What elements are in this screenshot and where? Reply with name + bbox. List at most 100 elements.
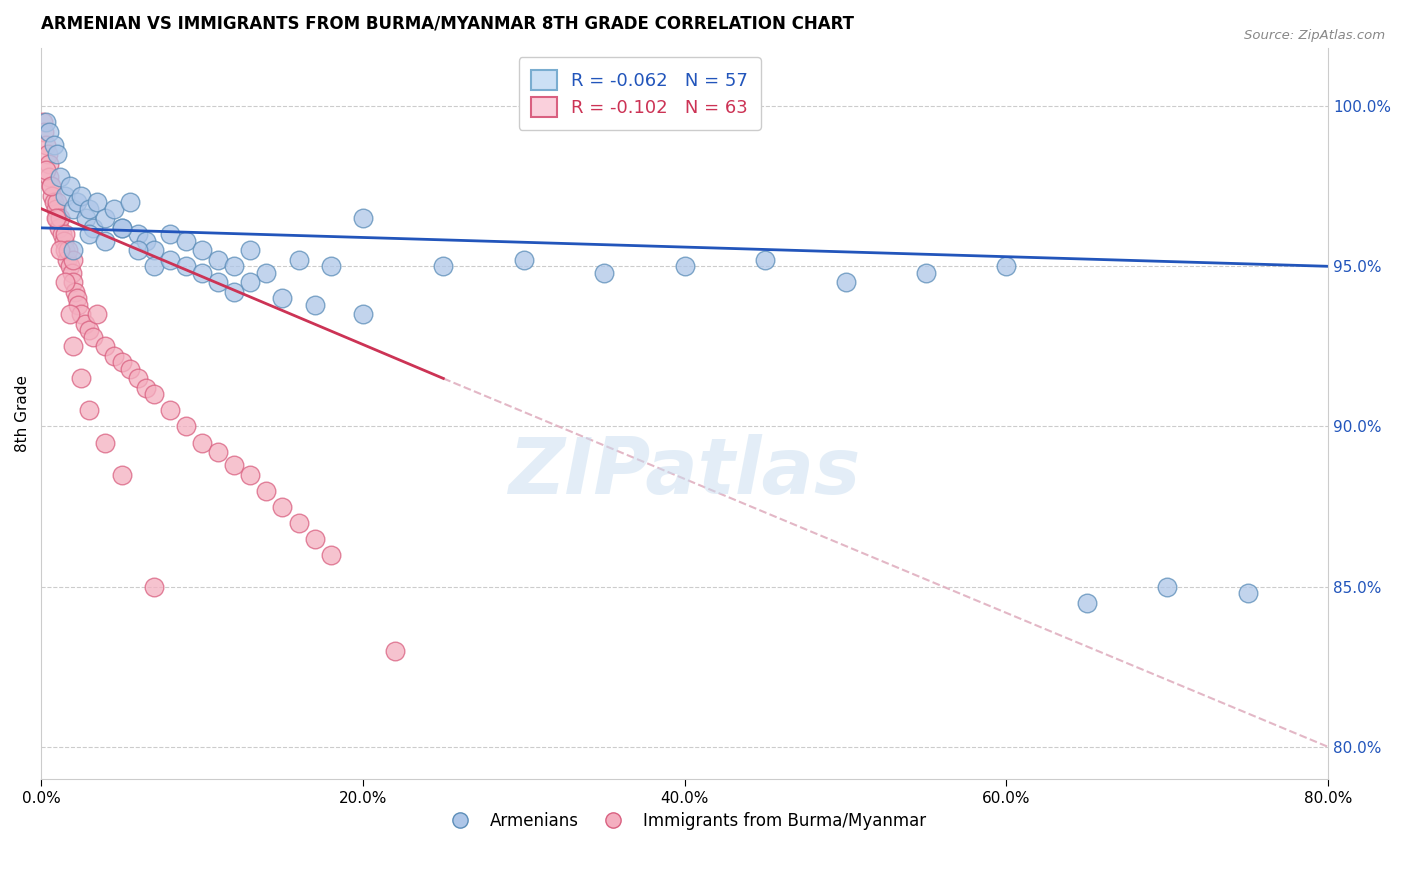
Point (35, 115, 58, 129)
Point (118, 195, 141, 210)
Point (82, 220, 104, 235)
Point (174, 419, 197, 434)
Point (754, 252, 776, 267)
Point (191, 435, 214, 450)
Point (62, 339, 84, 353)
Point (65, 291, 87, 305)
Point (59, 260, 82, 274)
Point (174, 234, 197, 248)
Text: ARMENIAN VS IMMIGRANTS FROM BURMA/MYANMAR 8TH GRADE CORRELATION CHART: ARMENIAN VS IMMIGRANTS FROM BURMA/MYANMA… (41, 15, 853, 33)
Point (1236, 586, 1258, 600)
Point (287, 252, 309, 267)
Point (75, 211, 97, 226)
Point (49, 244, 72, 258)
Point (319, 548, 342, 562)
Point (142, 244, 165, 258)
Point (191, 244, 214, 258)
Point (38, 125, 60, 139)
Point (287, 516, 309, 530)
Point (271, 291, 294, 305)
Point (63, 285, 86, 299)
Point (103, 202, 125, 216)
Point (62, 202, 84, 216)
Point (224, 260, 246, 274)
Point (142, 387, 165, 401)
Point (384, 644, 406, 658)
Point (45, 211, 67, 226)
Point (254, 483, 277, 498)
Text: Source: ZipAtlas.com: Source: ZipAtlas.com (1244, 29, 1385, 42)
Point (207, 276, 229, 290)
Point (79, 403, 101, 417)
Point (271, 500, 294, 514)
Point (94, 435, 117, 450)
Point (142, 260, 165, 274)
Point (319, 260, 342, 274)
Point (62, 276, 84, 290)
Point (79, 323, 101, 337)
Legend: Armenians, Immigrants from Burma/Myanmar: Armenians, Immigrants from Burma/Myanmar (437, 805, 932, 837)
Point (58, 244, 80, 258)
Point (37, 147, 59, 161)
Point (53, 227, 76, 242)
Point (94, 234, 117, 248)
Point (70, 371, 93, 385)
Point (52, 234, 75, 248)
Point (191, 266, 214, 280)
Point (1156, 580, 1178, 594)
Point (159, 227, 181, 242)
Point (110, 355, 132, 369)
Point (79, 227, 101, 242)
Point (34, 125, 56, 139)
Point (352, 211, 374, 226)
Point (239, 276, 262, 290)
Point (673, 260, 696, 274)
Point (224, 285, 246, 299)
Point (46, 195, 69, 210)
Point (79, 202, 101, 216)
Point (432, 260, 454, 274)
Point (42, 137, 65, 152)
Text: ZIPatlas: ZIPatlas (509, 434, 860, 510)
Point (239, 467, 262, 482)
Point (127, 227, 149, 242)
Point (45, 202, 67, 216)
Point (35, 137, 58, 152)
Point (62, 244, 84, 258)
Point (39, 179, 62, 194)
Point (352, 307, 374, 321)
Point (42, 195, 65, 210)
Point (67, 298, 90, 312)
Point (135, 234, 157, 248)
Point (159, 403, 181, 417)
Point (142, 580, 165, 594)
Point (159, 252, 181, 267)
Point (46, 211, 69, 226)
Point (86, 195, 108, 210)
Point (60, 266, 83, 280)
Point (135, 381, 157, 395)
Point (915, 266, 938, 280)
Point (304, 298, 326, 312)
Point (110, 467, 132, 482)
Point (82, 330, 104, 344)
Point (103, 349, 125, 363)
Point (70, 189, 93, 203)
Point (995, 260, 1018, 274)
Point (207, 445, 229, 459)
Point (53, 189, 76, 203)
Point (94, 211, 117, 226)
Point (46, 147, 69, 161)
Point (62, 252, 84, 267)
Point (127, 244, 149, 258)
Point (94, 339, 117, 353)
Point (31, 115, 53, 129)
Point (53, 276, 76, 290)
Point (118, 361, 141, 376)
Point (834, 276, 856, 290)
Point (48, 220, 70, 235)
Point (56, 252, 79, 267)
Point (513, 252, 536, 267)
Point (70, 307, 93, 321)
Point (49, 169, 72, 184)
